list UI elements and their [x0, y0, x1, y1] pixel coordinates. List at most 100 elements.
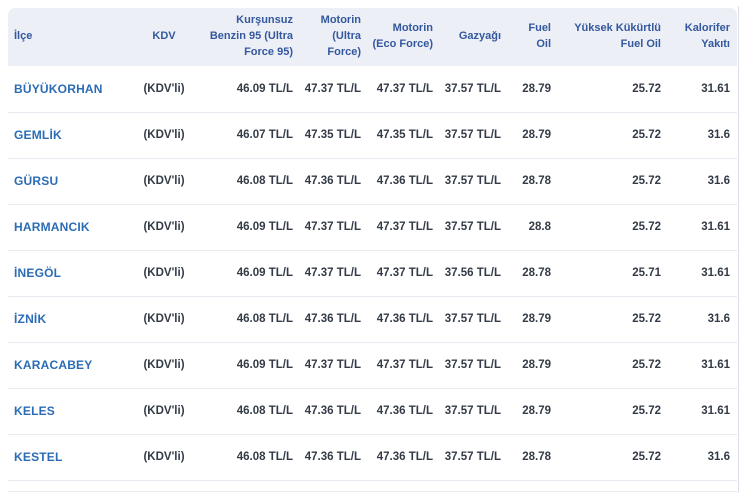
motorin-ultra-cell: 47.37 TL/L: [300, 204, 368, 251]
kalorifer-cell: 31.6: [668, 296, 737, 343]
motorin-ultra-cell: 47.37 TL/L: [300, 66, 368, 113]
yuksek-kukurtlu-cell: 25.72: [558, 434, 668, 481]
district-cell: GÜRSU: [8, 158, 126, 205]
district-cell: İNEGÖL: [8, 250, 126, 297]
district-cell: İZNİK: [8, 296, 126, 343]
fuel-price-table: İlçe KDV Kurşunsuz Benzin 95 (Ultra Forc…: [8, 8, 737, 492]
motorin-eco-cell: 47.35 TL/L: [368, 112, 440, 159]
district-link[interactable]: KESTEL: [14, 450, 63, 464]
motorin-eco-cell: 47.37 TL/L: [368, 342, 440, 389]
yuksek-kukurtlu-cell: 25.72: [558, 66, 668, 113]
gazyagi-cell: 37.57 TL/L: [440, 158, 508, 205]
kalorifer-cell: 31.6: [668, 112, 737, 159]
col-header-benzin95: Kurşunsuz Benzin 95 (Ultra Force 95): [202, 8, 300, 66]
district-cell: KARACABEY: [8, 342, 126, 389]
kdv-cell: (KDV'li): [126, 158, 202, 205]
table-body-partial: [8, 480, 737, 492]
district-link[interactable]: İZNİK: [14, 312, 47, 326]
table-row-partial: [8, 480, 737, 492]
fuel-price-table-wrap: İlçe KDV Kurşunsuz Benzin 95 (Ultra Forc…: [8, 8, 737, 492]
gazyagi-cell: 37.57 TL/L: [440, 112, 508, 159]
district-link[interactable]: GEMLİK: [14, 128, 62, 142]
gazyagi-cell: 37.56 TL/L: [440, 250, 508, 297]
col-header-yuksek-kukurtlu: Yüksek Kükürtlü Fuel Oil: [558, 8, 668, 66]
kdv-cell: (KDV'li): [126, 388, 202, 435]
fuel-oil-cell: 28.78: [508, 434, 558, 481]
col-header-kalorifer: Kalorifer Yakıtı: [668, 8, 737, 66]
gazyagi-cell: 37.57 TL/L: [440, 66, 508, 113]
district-link[interactable]: BÜYÜKORHAN: [14, 81, 103, 96]
motorin-ultra-cell: 47.37 TL/L: [300, 342, 368, 389]
district-link[interactable]: KARACABEY: [14, 358, 93, 372]
table-row: KELES (KDV'li) 46.08 TL/L 47.36 TL/L 47.…: [8, 388, 737, 435]
kalorifer-cell: 31.6: [668, 158, 737, 205]
benzin95-cell: 46.08 TL/L: [202, 434, 300, 481]
col-header-gazyagi: Gazyağı: [440, 8, 508, 66]
benzin95-cell: 46.08 TL/L: [202, 388, 300, 435]
gazyagi-cell: 37.57 TL/L: [440, 388, 508, 435]
fuel-oil-cell: 28.79: [508, 388, 558, 435]
col-header-motorin-eco: Motorin (Eco Force): [368, 8, 440, 66]
table-row: KESTEL (KDV'li) 46.08 TL/L 47.36 TL/L 47…: [8, 434, 737, 481]
kdv-cell: (KDV'li): [126, 250, 202, 297]
col-header-motorin-ultra: Motorin (Ultra Force): [300, 8, 368, 66]
table-body: BÜYÜKORHAN (KDV'li) 46.09 TL/L 47.37 TL/…: [8, 66, 737, 481]
district-cell: HARMANCIK: [8, 204, 126, 251]
benzin95-cell: 46.07 TL/L: [202, 112, 300, 159]
motorin-eco-cell: 47.36 TL/L: [368, 158, 440, 205]
yuksek-kukurtlu-cell: 25.71: [558, 250, 668, 297]
fuel-oil-cell: 28.78: [508, 250, 558, 297]
table-row: BÜYÜKORHAN (KDV'li) 46.09 TL/L 47.37 TL/…: [8, 66, 737, 113]
kalorifer-cell: 31.61: [668, 204, 737, 251]
kdv-cell: (KDV'li): [126, 342, 202, 389]
kalorifer-cell: 31.61: [668, 250, 737, 297]
district-cell: KESTEL: [8, 434, 126, 481]
table-row: HARMANCIK (KDV'li) 46.09 TL/L 47.37 TL/L…: [8, 204, 737, 251]
motorin-ultra-cell: 47.36 TL/L: [300, 434, 368, 481]
col-header-kdv: KDV: [126, 8, 202, 66]
kdv-cell: (KDV'li): [126, 66, 202, 113]
fuel-oil-cell: 28.79: [508, 66, 558, 113]
table-row: KARACABEY (KDV'li) 46.09 TL/L 47.37 TL/L…: [8, 342, 737, 389]
col-header-district: İlçe: [8, 8, 126, 66]
gazyagi-cell: 37.57 TL/L: [440, 296, 508, 343]
table-row: GEMLİK (KDV'li) 46.07 TL/L 47.35 TL/L 47…: [8, 112, 737, 159]
kdv-cell: (KDV'li): [126, 434, 202, 481]
table-row: GÜRSU (KDV'li) 46.08 TL/L 47.36 TL/L 47.…: [8, 158, 737, 205]
district-cell: BÜYÜKORHAN: [8, 66, 126, 113]
benzin95-cell: 46.08 TL/L: [202, 158, 300, 205]
district-link[interactable]: KELES: [14, 404, 56, 418]
motorin-eco-cell: 47.36 TL/L: [368, 434, 440, 481]
motorin-ultra-cell: 47.36 TL/L: [300, 296, 368, 343]
motorin-ultra-cell: 47.35 TL/L: [300, 112, 368, 159]
kalorifer-cell: 31.6: [668, 434, 737, 481]
yuksek-kukurtlu-cell: 25.72: [558, 296, 668, 343]
yuksek-kukurtlu-cell: 25.72: [558, 388, 668, 435]
kalorifer-cell: 31.61: [668, 388, 737, 435]
col-header-fuel-oil: Fuel Oil: [508, 8, 558, 66]
district-link[interactable]: GÜRSU: [14, 174, 59, 188]
gazyagi-cell: 37.57 TL/L: [440, 342, 508, 389]
benzin95-cell: 46.09 TL/L: [202, 66, 300, 113]
fuel-oil-cell: 28.79: [508, 296, 558, 343]
table-row: İZNİK (KDV'li) 46.08 TL/L 47.36 TL/L 47.…: [8, 296, 737, 343]
benzin95-cell: 46.09 TL/L: [202, 250, 300, 297]
yuksek-kukurtlu-cell: 25.72: [558, 112, 668, 159]
yuksek-kukurtlu-cell: 25.72: [558, 342, 668, 389]
benzin95-cell: 46.09 TL/L: [202, 204, 300, 251]
gazyagi-cell: 37.57 TL/L: [440, 204, 508, 251]
district-link[interactable]: İNEGÖL: [14, 266, 62, 280]
motorin-ultra-cell: 47.36 TL/L: [300, 388, 368, 435]
table-row: İNEGÖL (KDV'li) 46.09 TL/L 47.37 TL/L 47…: [8, 250, 737, 297]
district-link[interactable]: HARMANCIK: [14, 220, 90, 234]
kalorifer-cell: 31.61: [668, 342, 737, 389]
yuksek-kukurtlu-cell: 25.72: [558, 204, 668, 251]
kdv-cell: (KDV'li): [126, 204, 202, 251]
fuel-oil-cell: 28.79: [508, 112, 558, 159]
kalorifer-cell: 31.61: [668, 66, 737, 113]
motorin-eco-cell: 47.37 TL/L: [368, 250, 440, 297]
fuel-oil-cell: 28.79: [508, 342, 558, 389]
table-header-row: İlçe KDV Kurşunsuz Benzin 95 (Ultra Forc…: [8, 8, 737, 66]
kdv-cell: (KDV'li): [126, 296, 202, 343]
motorin-eco-cell: 47.36 TL/L: [368, 296, 440, 343]
